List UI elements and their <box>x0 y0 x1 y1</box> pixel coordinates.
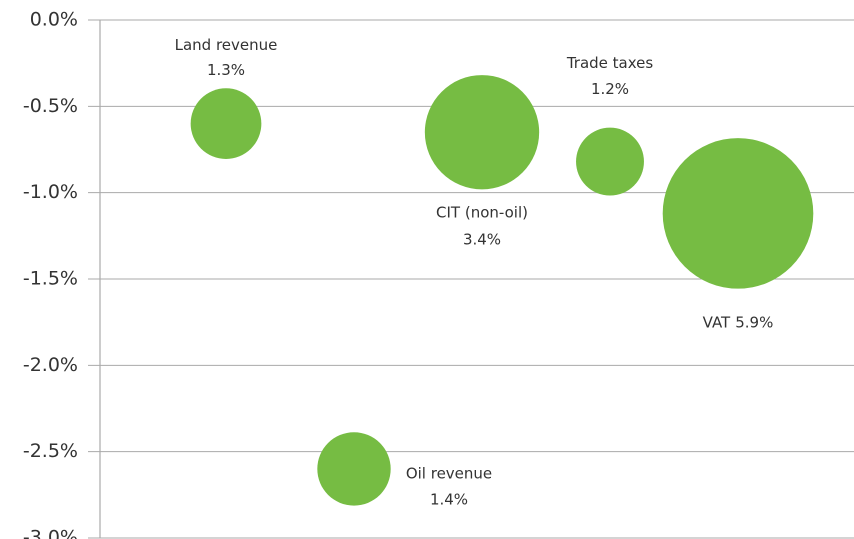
bubble <box>317 432 391 506</box>
y-tick-label: -1.5% <box>23 268 78 290</box>
bubble-value: 1.4% <box>430 490 468 508</box>
bubble-value: 3.4% <box>463 231 501 249</box>
y-tick-label: -1.0% <box>23 181 78 203</box>
bubble-name: CIT (non-oil) <box>436 204 528 222</box>
bubble-name: Oil revenue <box>406 464 492 482</box>
bubble-name: VAT <box>703 313 731 331</box>
bubble-value: 5.9% <box>735 313 773 331</box>
bubble-value: 1.3% <box>207 61 245 79</box>
y-tick-label: -2.0% <box>23 354 78 376</box>
bubble-label: VAT 5.9% <box>703 313 774 331</box>
bubble <box>424 75 540 190</box>
bubble-name: Trade taxes <box>566 54 654 72</box>
bubble-name: Land revenue <box>175 36 278 54</box>
bubble <box>576 127 644 196</box>
bubble <box>190 88 262 159</box>
y-tick-label: -3.0% <box>23 527 78 539</box>
y-tick-label: -2.5% <box>23 440 78 462</box>
bubble <box>662 138 814 289</box>
bubble-value: 1.2% <box>591 80 629 98</box>
y-tick-label: 0.0% <box>30 9 78 31</box>
y-tick-label: -0.5% <box>23 95 78 117</box>
